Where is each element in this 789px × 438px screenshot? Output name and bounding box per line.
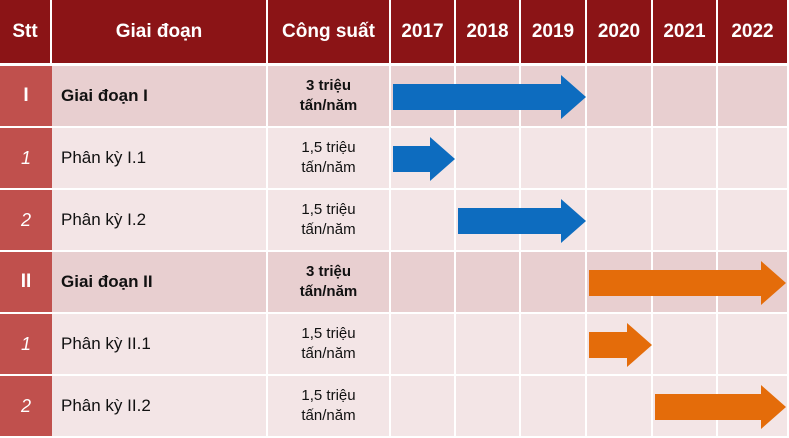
year-cell xyxy=(587,66,653,128)
year-cell xyxy=(587,190,653,252)
timeline-arrow xyxy=(589,323,652,367)
capacity-line: tấn/năm xyxy=(301,159,356,176)
year-cell xyxy=(391,314,456,376)
row-stt: 1 xyxy=(0,314,52,376)
timeline-arrow xyxy=(393,75,586,119)
year-cell xyxy=(521,314,587,376)
capacity-line: tấn/năm xyxy=(299,97,358,114)
header-year-2019: 2019 xyxy=(521,0,587,63)
year-cell xyxy=(521,128,587,190)
header-capacity: Công suất xyxy=(268,0,391,63)
timeline-arrow xyxy=(589,261,786,305)
year-cell xyxy=(456,252,521,314)
capacity-line: tấn/năm xyxy=(301,345,356,362)
row-capacity: 1,5 triệu tấn/năm xyxy=(268,128,391,190)
header-stage: Giai đoạn xyxy=(52,0,268,63)
row-stage-name: Giai đoạn I xyxy=(52,66,268,128)
capacity-line: tấn/năm xyxy=(299,283,358,300)
row-capacity: 3 triệu tấn/năm xyxy=(268,66,391,128)
year-cell xyxy=(653,314,718,376)
header-year-2017: 2017 xyxy=(391,0,456,63)
capacity-line: 1,5 triệu xyxy=(301,325,356,342)
row-stage-name: Giai đoạn II xyxy=(52,252,268,314)
timeline-arrow xyxy=(393,137,455,181)
year-cell xyxy=(456,314,521,376)
year-cell xyxy=(653,190,718,252)
year-cell xyxy=(653,128,718,190)
year-cell xyxy=(718,66,789,128)
year-cell xyxy=(718,128,789,190)
row-stt: 1 xyxy=(0,128,52,190)
year-cell xyxy=(587,376,653,438)
header-year-2018: 2018 xyxy=(456,0,521,63)
year-cell xyxy=(391,252,456,314)
capacity-line: 3 triệu xyxy=(305,263,351,280)
header-year-2021: 2021 xyxy=(653,0,718,63)
row-stage-name: Phân kỳ II.1 xyxy=(52,314,268,376)
capacity-line: 3 triệu xyxy=(305,77,351,94)
timeline-arrow xyxy=(655,385,786,429)
row-stage-name: Phân kỳ I.2 xyxy=(52,190,268,252)
capacity-line: 1,5 triệu xyxy=(301,387,356,404)
year-cell xyxy=(391,376,456,438)
row-capacity: 1,5 triệu tấn/năm xyxy=(268,314,391,376)
capacity-line: 1,5 triệu xyxy=(301,201,356,218)
row-stt: I xyxy=(0,66,52,128)
year-cell xyxy=(456,376,521,438)
year-cell xyxy=(521,376,587,438)
row-stt: 2 xyxy=(0,190,52,252)
row-stt: 2 xyxy=(0,376,52,438)
row-stage-name: Phân kỳ I.1 xyxy=(52,128,268,190)
capacity-line: 1,5 triệu xyxy=(301,139,356,156)
header-stt: Stt xyxy=(0,0,52,63)
row-stage-name: Phân kỳ II.2 xyxy=(52,376,268,438)
row-capacity: 1,5 triệu tấn/năm xyxy=(268,190,391,252)
header-year-2022: 2022 xyxy=(718,0,789,63)
row-capacity: 1,5 triệu tấn/năm xyxy=(268,376,391,438)
row-capacity: 3 triệu tấn/năm xyxy=(268,252,391,314)
row-stt: II xyxy=(0,252,52,314)
year-cell xyxy=(587,128,653,190)
timeline-arrow xyxy=(458,199,586,243)
year-cell xyxy=(391,190,456,252)
header-year-2020: 2020 xyxy=(587,0,653,63)
year-cell xyxy=(521,252,587,314)
year-cell xyxy=(653,66,718,128)
year-cell xyxy=(718,190,789,252)
capacity-line: tấn/năm xyxy=(301,221,356,238)
year-cell xyxy=(456,128,521,190)
capacity-line: tấn/năm xyxy=(301,407,356,424)
year-cell xyxy=(718,314,789,376)
